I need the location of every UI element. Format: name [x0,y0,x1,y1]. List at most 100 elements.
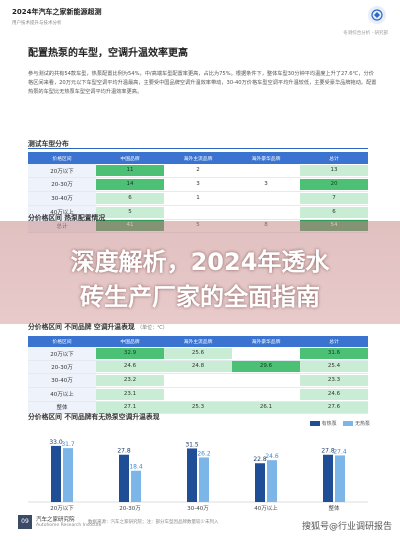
bar-heatpump [255,463,265,502]
table-cell [232,387,300,399]
table-cell: 40万以上 [28,205,96,220]
legend-swatch-no-heatpump [342,421,353,426]
banner-line-1: 深度解析，2024年透水 [70,248,330,276]
table-cell [164,387,232,399]
table1-divider [28,148,368,149]
table-cell [164,205,232,217]
chart-title: 分价格区间 不同品牌有无热泵空调升温表现 [28,413,160,421]
page-footer: 09 汽车之家研究院 Autohome Research Institute 数… [0,513,400,543]
table-row: 20-30万 24.6 24.8 29.6 25.4 [28,360,368,374]
table-cell: 25.4 [300,361,368,373]
table-row: 20万以下 32.9 25.6 31.6 [28,347,368,361]
table-cell: 23.2 [96,374,164,386]
heatpump-bar-chart: 33.031.7 20万以下 27.8 18.4 20-30万 31.5 26.2 30-40… [28,439,368,512]
table-cell: 23.3 [300,374,368,386]
bar-value-label: 22.8 [253,456,267,463]
heatpump-subtitle: 分价格区间 热泵配置情况 [28,214,106,222]
table2-header-china: 中国品牌 [96,336,164,347]
table-row: 20万以下 11 2 13 [28,164,368,178]
promo-banner: 深度解析，2024年透水 砖生产厂家的全面指南 [0,221,400,324]
table-cell: 24.6 [300,388,368,400]
table1-header-price: 价格区间 [28,152,96,164]
table-cell [232,164,300,175]
table-cell: 20-30万 [28,177,96,192]
bar-no-heatpump [267,460,277,502]
bar-value-label: 31.7 [61,441,75,448]
table-cell: 1 [164,192,232,204]
section-paragraph: 参与测试的共有54款车型，热泵配置比例为54%，中/高端车型配置率更高，占比为7… [28,71,377,95]
table1-header-overseas-main: 海外主流品牌 [164,152,232,164]
footer-org-en: Autohome Research Institute [36,523,102,528]
header-right-text: 冬测综合分析 · 研究部 [343,31,388,36]
table-cell: 20万以下 [28,164,96,178]
brand-perf-subtitle: 分价格区间 不同品牌 空调升温表现 （单位：℃） [28,321,168,331]
table-cell: 20 [300,178,368,190]
x-tick-label: 40万以上 [254,504,278,512]
x-tick-label: 20万以下 [50,505,74,512]
table-cell: 29.6 [232,361,300,373]
table-cell: 25.6 [164,348,232,359]
table-cell: 6 [300,206,368,218]
x-tick-label: 整体 [328,504,340,512]
bar-heatpump [51,445,61,502]
table-row: 20-30万 14 3 3 20 [28,177,368,192]
x-tick-label: 20-30万 [119,505,141,512]
header-title: 2024年汽车之家新能源超测 [12,8,102,16]
table-cell: 32.9 [96,348,164,359]
bar-no-heatpump [131,470,141,502]
table1-header-total: 总计 [300,152,368,164]
table-cell: 24.8 [164,361,232,373]
bar-value-label: 31.5 [185,441,199,448]
table-cell [232,347,300,358]
table-cell: 24.6 [96,361,164,373]
table-cell: 31.6 [300,348,368,359]
legend-label-no-heatpump: 无热泵 [354,421,370,427]
table-cell: 5 [96,206,164,218]
table-cell: 7 [300,192,368,204]
bar-heatpump [323,454,333,502]
chart-legend: 有热泵 无热泵 [309,420,370,427]
bar-no-heatpump [199,457,209,502]
table-cell: 6 [96,192,164,204]
bar-value-label: 27.8 [321,448,335,455]
x-tick-label: 30-40万 [187,505,209,512]
table-cell: 27.1 [96,401,164,413]
table-row: 40万以上 5 6 [28,205,368,220]
footer-org: 汽车之家研究院 [36,517,75,523]
bar-no-heatpump [335,455,345,502]
table2-header-total: 总计 [300,336,368,347]
table-row: 30-40万 6 1 7 [28,191,368,206]
table-cell: 40万以上 [28,387,96,402]
page-number: 09 [18,515,32,529]
bar-heatpump [187,448,197,502]
brand-temperature-table: 价格区间 中国品牌 海外主流品牌 海外豪华品牌 总计 20万以下 32.9 25… [28,336,368,414]
table-cell: 14 [96,178,164,190]
table-cell: 20-30万 [28,360,96,374]
bar-value-label: 26.2 [197,450,211,457]
table-row: 整体 27.1 25.3 26.1 27.6 [28,401,368,414]
legend-swatch-heatpump [309,421,320,426]
table-row: 30-40万 23.2 23.3 [28,373,368,388]
table1-header-overseas-luxury: 海外豪华品牌 [232,152,300,164]
table-cell: 27.6 [300,401,368,413]
brand-perf-title: 分价格区间 不同品牌 空调升温表现 [28,323,135,331]
table-cell: 整体 [28,401,96,414]
bar-no-heatpump [63,448,73,502]
table-cell [164,373,232,385]
table-cell: 26.1 [232,401,300,413]
table-cell: 30-40万 [28,373,96,388]
table-cell [232,191,300,203]
table-cell: 13 [300,165,368,176]
table2-header-overseas-main: 海外主流品牌 [164,336,232,347]
logo-icon [368,6,386,24]
table1-title: 测试车型分布 [28,140,69,148]
table2-header-price: 价格区间 [28,336,96,347]
table-cell: 11 [96,165,164,176]
bar-value-label: 27.4 [333,448,347,455]
table-cell: 3 [232,178,300,190]
bar-heatpump [119,454,129,502]
section-title: 配置热泵的车型，空调升温效率更高 [28,48,188,59]
footer-note: 数据来源：汽车之家研究院；注：部分车型因品牌数量较少未列入 [88,520,219,525]
table-cell: 23.1 [96,388,164,400]
table-cell [232,205,300,217]
